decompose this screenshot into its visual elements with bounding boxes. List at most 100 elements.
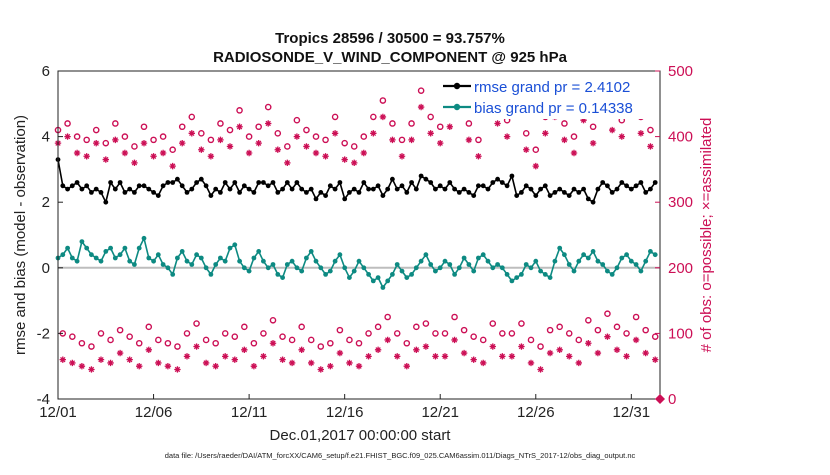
possible-obs-marker bbox=[350, 143, 358, 150]
possible-obs-marker bbox=[522, 130, 530, 137]
assimilated-obs-marker bbox=[618, 133, 625, 140]
rmse-point bbox=[504, 183, 510, 189]
rmse-point bbox=[151, 190, 157, 195]
rmse-point bbox=[241, 183, 247, 189]
y-tick-label: 0 bbox=[42, 260, 50, 277]
assimilated-obs-marker bbox=[112, 136, 119, 144]
rmse-point bbox=[136, 183, 142, 189]
bias-point bbox=[562, 252, 567, 258]
legend: rmse grand pr = 2.4102 bias grand pr = 0… bbox=[440, 75, 656, 119]
rmse-point bbox=[590, 199, 596, 205]
rmse-point bbox=[385, 186, 391, 192]
bias-point bbox=[619, 255, 625, 261]
bias-point bbox=[347, 275, 352, 280]
assimilated-obs-marker bbox=[69, 359, 76, 367]
assimilated-obs-marker bbox=[589, 139, 597, 147]
rmse-point bbox=[155, 193, 161, 199]
x-tick-label: 12/26 bbox=[517, 404, 555, 421]
possible-obs-marker bbox=[327, 339, 334, 347]
rmse-point bbox=[433, 186, 438, 192]
rmse-point bbox=[265, 183, 271, 189]
bias-point bbox=[203, 265, 209, 271]
assimilated-obs-marker bbox=[503, 133, 511, 140]
possible-obs-marker bbox=[575, 336, 583, 344]
assimilated-obs-marker bbox=[317, 366, 324, 373]
assimilated-obs-marker bbox=[312, 149, 320, 157]
possible-obs-marker bbox=[279, 333, 286, 340]
y-axis-ticks: -4 -2 0 2 4 6 bbox=[37, 63, 63, 408]
bias-point bbox=[79, 239, 85, 245]
rmse-point bbox=[132, 190, 137, 195]
rmse-point bbox=[456, 190, 462, 195]
bias-point bbox=[117, 252, 123, 258]
rmse-point bbox=[289, 186, 295, 192]
bias-point bbox=[509, 278, 515, 284]
possible-obs-marker bbox=[303, 126, 310, 134]
y-right-axis-label: # of obs: o=possible; ×=assimilated bbox=[698, 118, 715, 353]
possible-obs-marker bbox=[274, 130, 282, 137]
bias-point bbox=[98, 258, 104, 264]
possible-obs-marker bbox=[241, 323, 248, 331]
possible-obs-marker bbox=[427, 113, 434, 121]
rmse-point bbox=[261, 180, 266, 185]
rmse-point bbox=[413, 186, 419, 192]
bias-point bbox=[342, 265, 348, 271]
possible-obs-marker bbox=[398, 136, 406, 144]
rmse-point bbox=[112, 186, 118, 192]
assimilated-obs-marker bbox=[102, 156, 109, 163]
assimilated-obs-marker bbox=[255, 139, 262, 147]
rmse-point bbox=[122, 190, 128, 195]
assimilated-obs-marker bbox=[494, 120, 501, 127]
assimilated-obs-marker bbox=[652, 356, 659, 363]
possible-obs-marker bbox=[83, 136, 90, 144]
y-tick-label: -4 bbox=[37, 391, 50, 408]
rmse-point bbox=[65, 186, 70, 192]
possible-obs-marker bbox=[212, 339, 219, 347]
assimilated-obs-marker bbox=[73, 149, 81, 157]
possible-obs-marker bbox=[231, 333, 239, 340]
bias-point bbox=[461, 255, 467, 261]
bias-point bbox=[218, 255, 223, 261]
series-lines bbox=[55, 157, 658, 290]
possible-obs-marker bbox=[365, 330, 372, 337]
possible-obs-marker bbox=[527, 336, 535, 344]
possible-obs-marker bbox=[475, 136, 482, 144]
possible-obs-marker bbox=[589, 123, 597, 131]
bias-point bbox=[380, 285, 386, 290]
rmse-point bbox=[394, 186, 400, 192]
rmse-point bbox=[294, 180, 300, 185]
assimilated-obs-marker bbox=[561, 136, 568, 144]
bias-point bbox=[146, 255, 152, 261]
possible-obs-marker bbox=[102, 139, 110, 147]
bias-point bbox=[542, 272, 548, 277]
assimilated-obs-marker bbox=[164, 363, 172, 370]
bias-point bbox=[170, 272, 176, 277]
bias-point bbox=[533, 258, 539, 264]
bias-point bbox=[552, 258, 558, 264]
possible-obs-marker bbox=[460, 326, 468, 334]
bias-point bbox=[356, 258, 362, 264]
legend-rmse-label: rmse grand pr = 2.4102 bbox=[474, 79, 630, 96]
rmse-point bbox=[93, 186, 99, 192]
rmse-point bbox=[619, 180, 625, 185]
assimilated-obs-marker bbox=[159, 149, 167, 157]
possible-obs-marker bbox=[178, 123, 186, 131]
bias-point bbox=[127, 258, 133, 264]
assimilated-obs-marker bbox=[527, 359, 535, 367]
assimilated-obs-marker bbox=[518, 343, 525, 350]
rmse-point bbox=[418, 173, 424, 179]
possible-obs-marker bbox=[202, 336, 210, 344]
assimilated-obs-marker bbox=[508, 353, 516, 360]
bias-point bbox=[284, 262, 290, 267]
possible-obs-marker bbox=[112, 120, 119, 127]
bias-point bbox=[590, 249, 596, 254]
possible-obs-marker bbox=[379, 97, 387, 104]
assimilated-obs-marker bbox=[408, 136, 415, 144]
rmse-point bbox=[638, 180, 644, 185]
assimilated-obs-marker bbox=[83, 153, 90, 160]
possible-obs-marker bbox=[613, 323, 621, 331]
assimilated-obs-marker bbox=[97, 356, 105, 363]
assimilated-obs-marker bbox=[131, 159, 138, 167]
bias-point bbox=[456, 265, 462, 271]
bias-point bbox=[318, 265, 324, 271]
